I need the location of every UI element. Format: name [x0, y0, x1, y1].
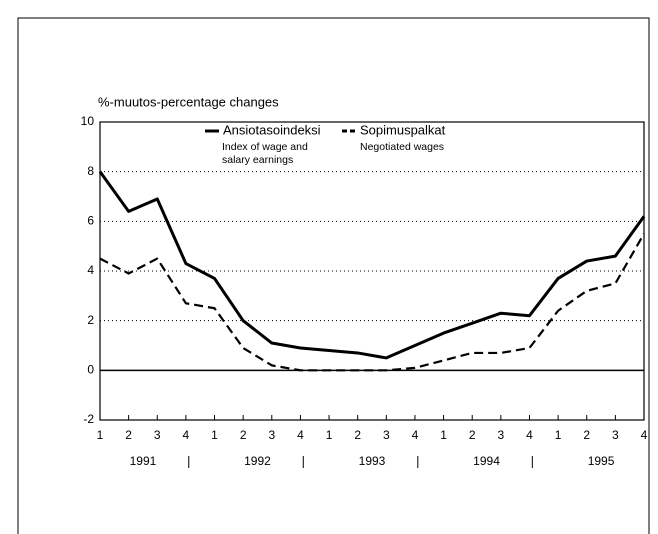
- year-label: 1994: [473, 454, 500, 468]
- x-tick-label: 4: [526, 428, 533, 442]
- legend-sublabel: Index of wage and: [222, 141, 308, 153]
- legend-label: Ansiotasoindeksi: [223, 122, 321, 137]
- x-tick-label: 3: [154, 428, 161, 442]
- plot-frame: [99, 121, 645, 421]
- x-tick-label: 1: [211, 428, 218, 442]
- x-tick-label: 3: [383, 428, 390, 442]
- legend-label: Sopimuspalkat: [360, 122, 446, 137]
- x-tick-label: 1: [555, 428, 562, 442]
- x-tick-label: 4: [412, 428, 419, 442]
- x-tick-label: 1: [326, 428, 333, 442]
- legend-sublabel: salary earnings: [222, 154, 293, 166]
- x-tick-label: 4: [641, 428, 648, 442]
- x-tick-label: 2: [469, 428, 476, 442]
- series-line: [99, 233, 645, 372]
- legend-sublabel: Negotiated wages: [360, 141, 444, 153]
- y-tick-label: 4: [87, 263, 94, 277]
- y-tick-label: 10: [81, 114, 95, 128]
- series-line: [98, 170, 646, 360]
- year-label: 1993: [359, 454, 386, 468]
- year-label: 1995: [588, 454, 615, 468]
- y-tick-label: 2: [87, 313, 94, 327]
- x-tick-label: 1: [97, 428, 104, 442]
- y-tick-label: 8: [87, 164, 94, 178]
- x-tick-label: 1: [440, 428, 447, 442]
- x-tick-label: 2: [583, 428, 590, 442]
- frame: [17, 17, 650, 534]
- x-tick-label: 2: [240, 428, 247, 442]
- chart-title: %-muutos-percentage changes: [98, 94, 279, 109]
- year-label: 1992: [244, 454, 271, 468]
- y-tick-label: 6: [87, 214, 94, 228]
- x-tick-label: 2: [354, 428, 361, 442]
- x-tick-label: 4: [183, 428, 190, 442]
- x-tick-label: 3: [497, 428, 504, 442]
- x-tick-label: 2: [125, 428, 132, 442]
- y-tick-label: 0: [87, 363, 94, 377]
- x-tick-label: 3: [612, 428, 619, 442]
- y-tick-label: -2: [83, 412, 94, 426]
- x-tick-label: 3: [268, 428, 275, 442]
- x-tick-label: 4: [297, 428, 304, 442]
- year-label: 1991: [130, 454, 157, 468]
